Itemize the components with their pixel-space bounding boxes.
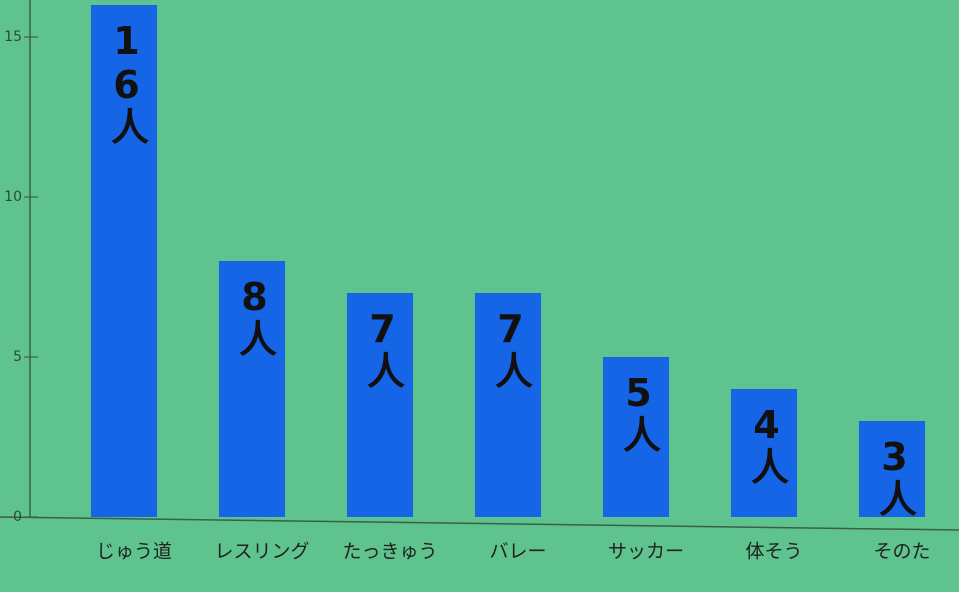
value-label: 8人	[233, 275, 277, 357]
chart: 0 5 10 15 じゅう道 16人レスリング 8人たっきゅう 7人バレー 7人サッカー 5人体そ…	[0, 0, 959, 592]
value-label: 5人	[617, 371, 661, 453]
value-label: 3人	[873, 435, 917, 517]
x-tick-label: たっきゅう	[342, 541, 437, 563]
value-label: 4人	[745, 403, 789, 485]
value-label: 7人	[489, 307, 533, 389]
x-tick-label: レスリング	[214, 541, 309, 563]
y-tick-label: 10	[4, 189, 22, 205]
x-tick-label: そのた	[873, 541, 930, 563]
x-tick-label: サッカー	[608, 541, 684, 563]
x-tick-label: バレー	[489, 541, 546, 563]
value-label: 16人	[105, 19, 149, 145]
x-tick-label: 体そう	[745, 541, 802, 563]
x-tick-label: じゅう道	[96, 541, 172, 563]
value-label: 7人	[361, 307, 405, 389]
y-tick-label: 5	[13, 349, 22, 365]
y-tick-label: 0	[13, 509, 22, 525]
y-tick-label: 15	[4, 29, 22, 45]
